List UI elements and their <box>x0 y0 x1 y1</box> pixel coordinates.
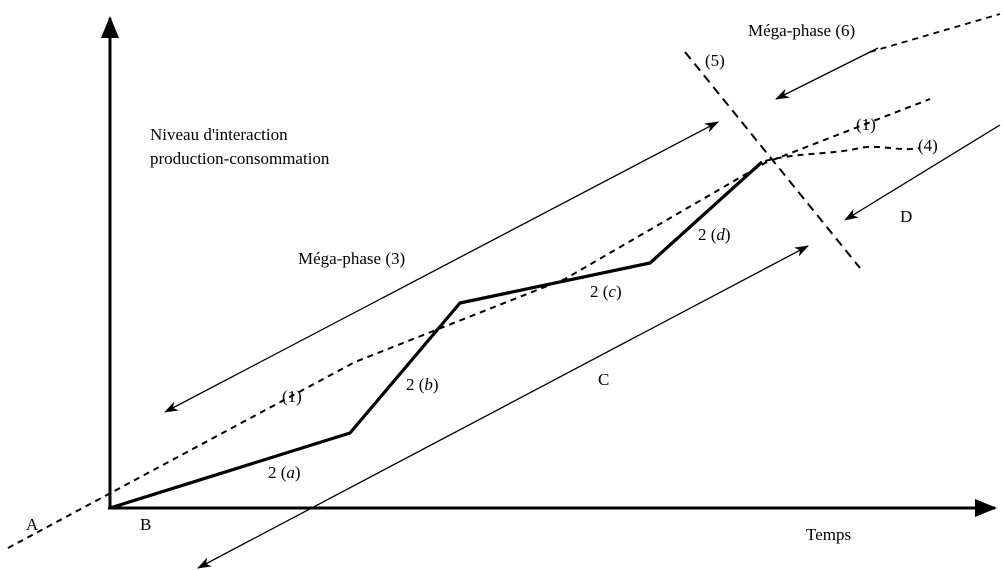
d-arrow <box>844 124 1001 221</box>
main-trajectory <box>109 160 764 510</box>
x-axis-label: Temps <box>806 525 851 544</box>
segment-label-c: 2 (c) <box>590 282 622 301</box>
c-arrow <box>197 245 809 569</box>
segment-label-a: 2 (a) <box>268 463 301 482</box>
y-axis-label-line2: production-consommation <box>150 149 330 168</box>
megaphase-3-label: Méga-phase (3) <box>298 249 405 268</box>
marker-5: (5) <box>705 51 725 70</box>
point-b-label: B <box>140 515 151 534</box>
point-c-label: C <box>598 370 609 389</box>
megaphase-6-label: Méga-phase (6) <box>748 21 855 40</box>
divider-5-dashed-line <box>684 51 861 269</box>
point-a-label: A <box>26 515 39 534</box>
y-axis-label-line1: Niveau d'interaction <box>150 125 288 144</box>
trend-line-1 <box>7 98 931 549</box>
megaphase-6-dashed-line <box>869 13 1001 53</box>
marker-1-upper: (1) <box>856 115 876 134</box>
marker-1-lower: (1) <box>282 387 302 406</box>
branch-4-dashed-line <box>764 145 921 162</box>
segment-label-b: 2 (b) <box>406 375 439 394</box>
marker-4: (4) <box>918 136 938 155</box>
megaphase-6-arrow <box>775 47 879 100</box>
segment-label-d: 2 (d) <box>698 225 731 244</box>
point-d-label: D <box>900 207 912 226</box>
